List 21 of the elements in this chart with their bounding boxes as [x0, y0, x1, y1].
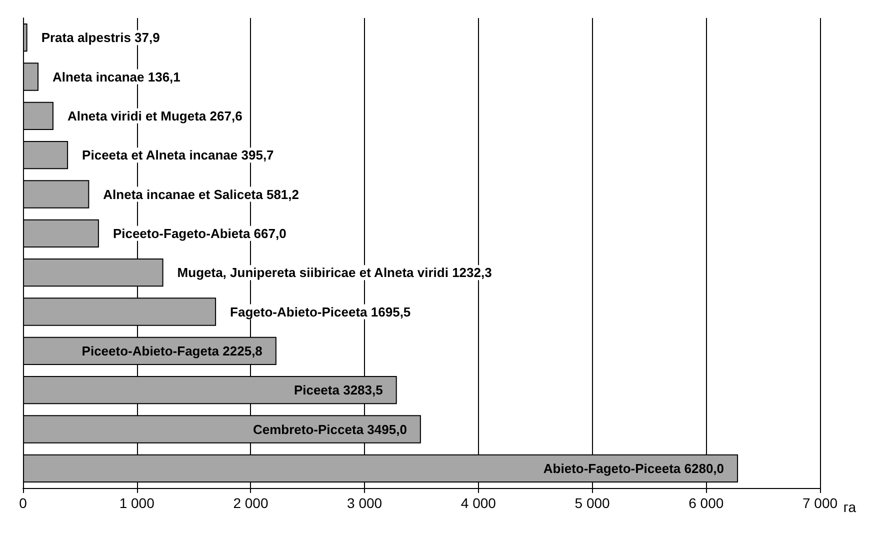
x-tick-label: 3 000: [347, 495, 382, 511]
data-label: Piceeta et Alneta incanae 395,7: [82, 148, 274, 163]
data-label: Prata alpestris 37,9: [41, 30, 160, 46]
data-label: Alneta viridi et Mugeta 267,6: [67, 108, 242, 124]
x-tick-label: 6 000: [688, 495, 724, 511]
data-label: Alneta incanae et Saliceta 581,2: [103, 186, 299, 202]
data-label: Piceeto-Abieto-Fageta 2225,8: [82, 343, 262, 358]
data-label: Fageto-Abieto-Piceeta 1695,5: [230, 304, 411, 320]
data-label: Cembreto-Picceta 3495,0: [253, 422, 407, 437]
x-tick-label: 0: [19, 495, 28, 511]
data-label: Piceeta 3283,5: [294, 382, 383, 398]
x-tick-label: 5 000: [574, 495, 610, 511]
x-tick-label: 2 000: [233, 495, 268, 511]
data-label: Mugeta, Junipereta siibiricae et Alneta viridi 1232,3: [177, 265, 492, 280]
x-tick-label: 4 000: [460, 495, 496, 511]
data-label: Alneta incanae 136,1: [52, 69, 180, 84]
data-label: Piceeto-Fageto-Abieta 667,0: [112, 226, 286, 241]
data-label: Abieto-Fageto-Piceeta 6280,0: [543, 460, 724, 476]
x-tick-label: 1 000: [119, 495, 155, 511]
x-axis-title: га: [843, 499, 856, 515]
x-tick-label: 7 000: [802, 495, 838, 511]
